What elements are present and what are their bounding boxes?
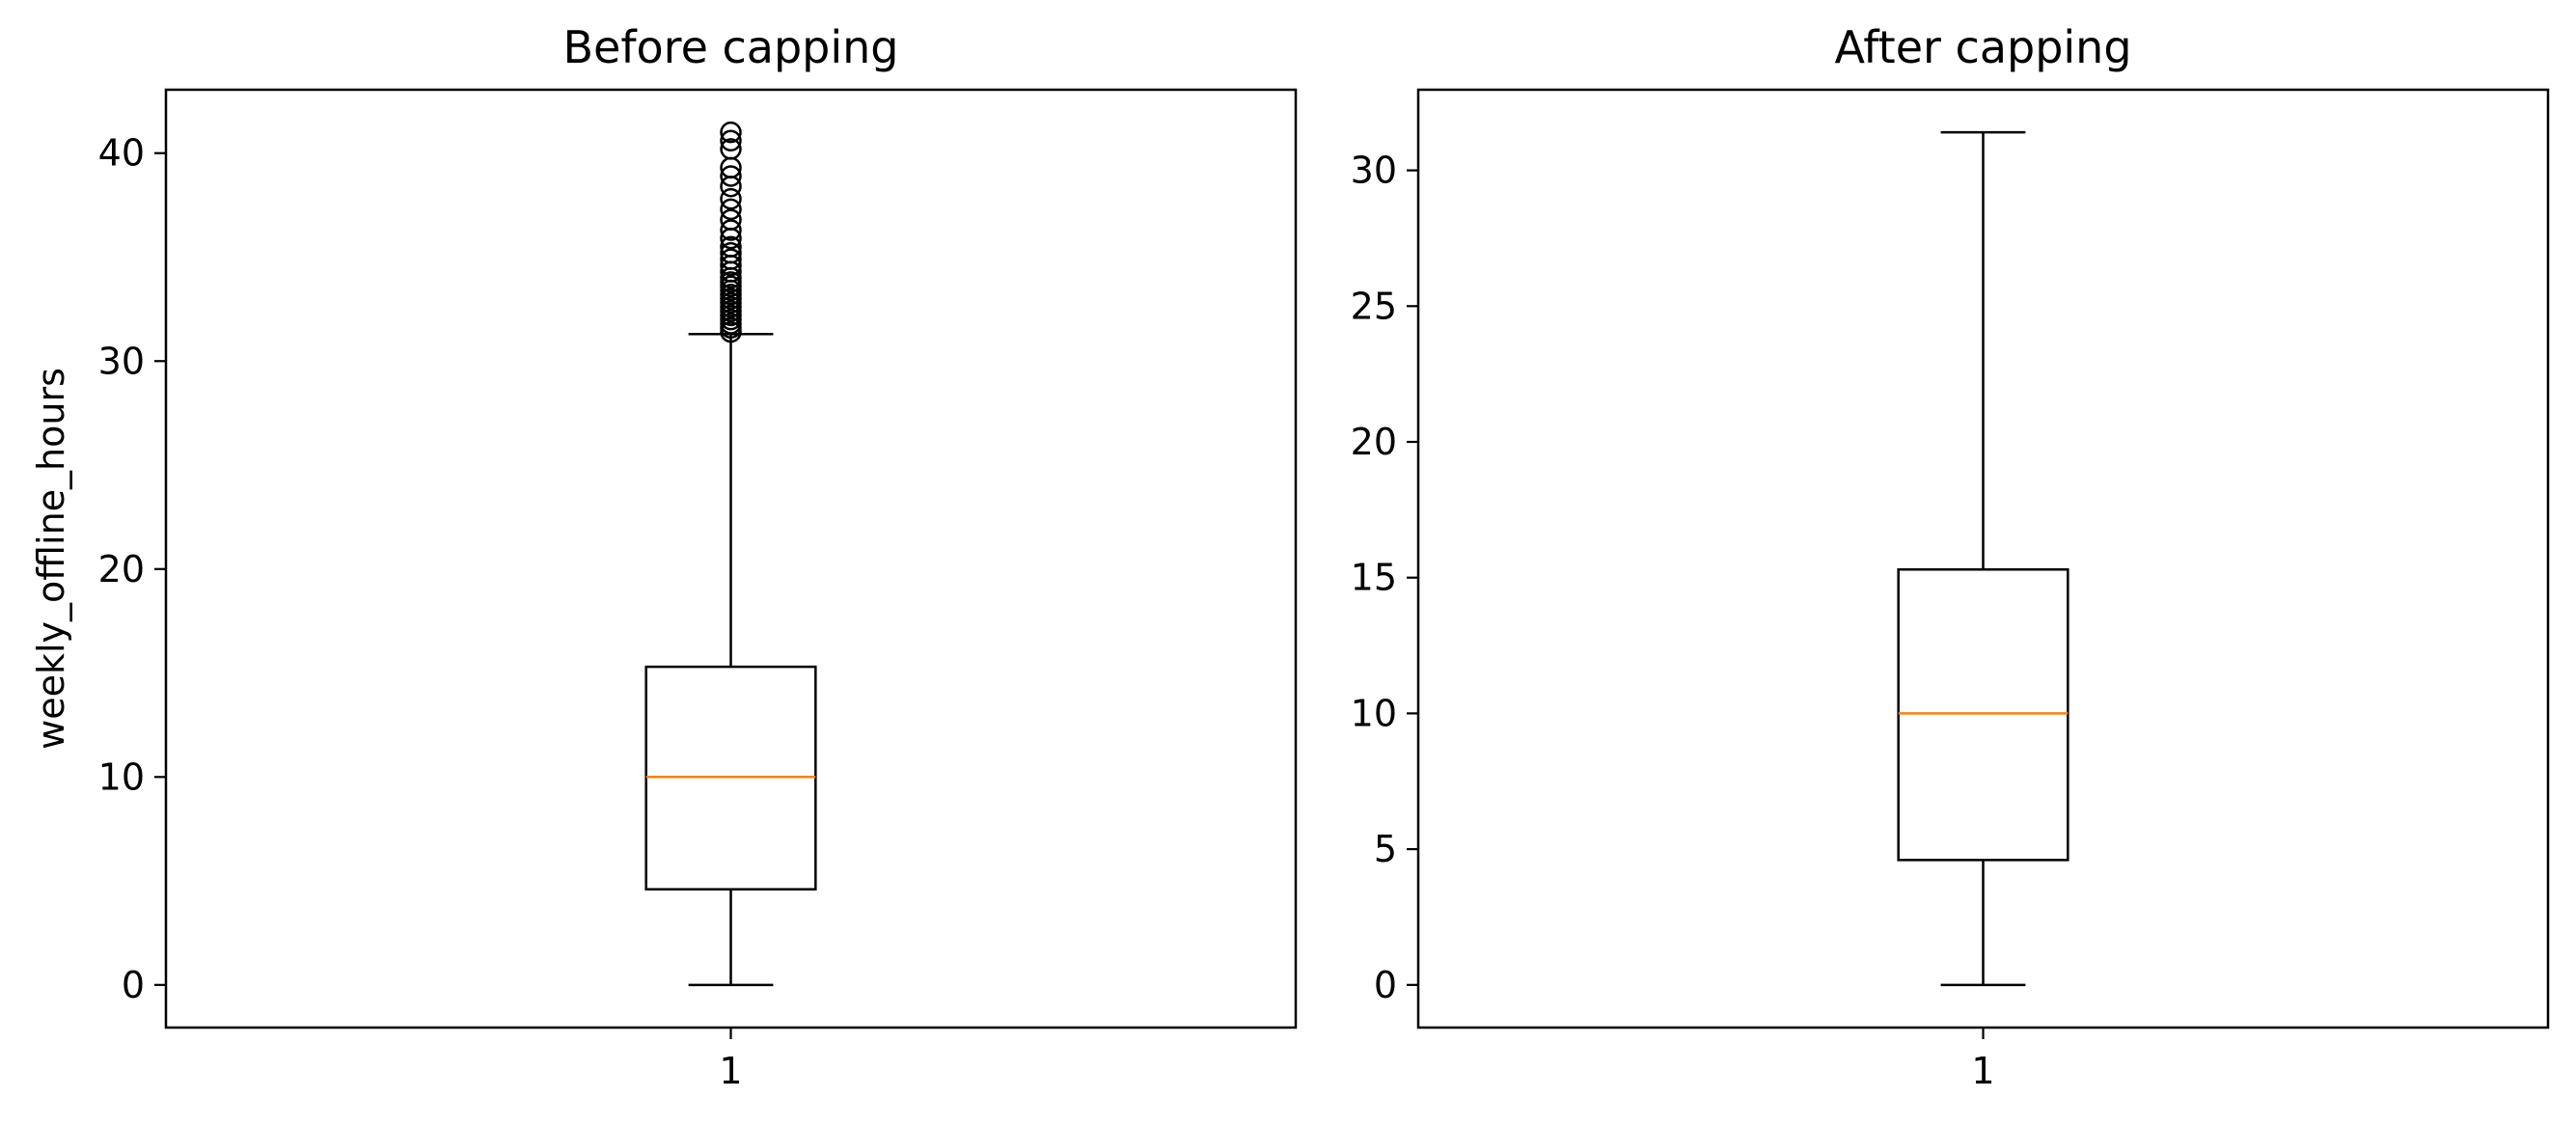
- outlier-point: [720, 165, 742, 187]
- outlier-point: [720, 121, 742, 144]
- outlier-point: [720, 198, 742, 221]
- x-tick-label: 1: [719, 1050, 742, 1092]
- panel-before-capping: Before capping 0 10 20 30 40 1 weekly_offline_h…: [30, 21, 1298, 1092]
- outlier-point: [720, 248, 742, 270]
- y-tick-label: 25: [1351, 285, 1397, 327]
- y-tick-label: 20: [1351, 421, 1397, 463]
- panel-after-capping: After capping 0 5 10 15 20 25 30 1: [1351, 21, 2550, 1092]
- outlier-point: [720, 208, 742, 231]
- outlier-point: [720, 129, 742, 152]
- chart-title: Before capping: [562, 21, 898, 73]
- x-tick-label: 1: [1971, 1050, 1994, 1092]
- y-tick-label: 40: [98, 132, 145, 175]
- outlier-point: [720, 187, 742, 210]
- y-axis-label: weekly_offline_hours: [30, 368, 72, 750]
- outlier-point: [720, 219, 742, 241]
- y-tick-label: 30: [98, 340, 145, 382]
- chart-title: After capping: [1834, 21, 2131, 73]
- y-tick-label: 30: [1351, 150, 1397, 192]
- y-tick-label: 15: [1351, 557, 1397, 599]
- y-tick-label: 20: [98, 548, 145, 590]
- y-tick-label: 0: [122, 964, 145, 1006]
- y-tick-label: 10: [98, 755, 145, 798]
- y-tick-label: 10: [1351, 692, 1397, 734]
- outlier-point: [720, 235, 742, 258]
- iqr-box: [1897, 568, 2069, 862]
- outlier-point: [720, 241, 742, 264]
- y-tick-label: 5: [1374, 828, 1397, 870]
- y-tick-label: 0: [1374, 964, 1397, 1006]
- outlier-point: [720, 138, 742, 160]
